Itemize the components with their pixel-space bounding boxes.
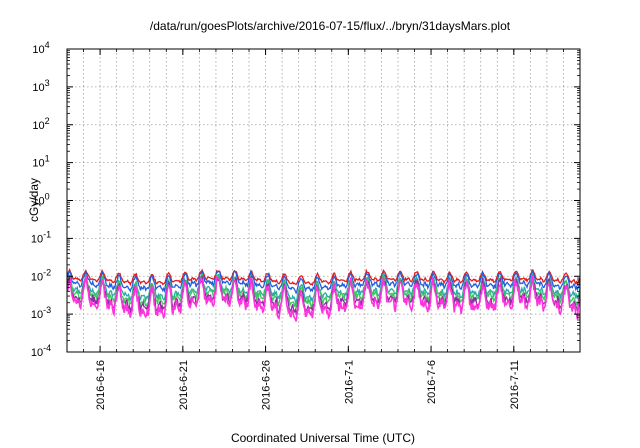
x-tick-label: 2016-6-16 [95, 360, 107, 410]
x-tick-label: 2016-7-6 [426, 360, 438, 404]
chart-title: /data/run/goesPlots/archive/2016-07-15/f… [150, 19, 511, 33]
y-tick-label: 101 [32, 154, 49, 170]
y-tick-label: 100 [32, 192, 49, 208]
x-axis-ticks: 2016-6-16 2016-6-21 2016-6-26 2016-7-1 2016-… [66, 49, 581, 410]
y-tick-label: 10-2 [31, 267, 51, 283]
y-tick-label: 103 [32, 78, 49, 94]
series-line [66, 275, 581, 322]
y-axis-ticks: 104 103 102 101 100 10-1 10-2 10-3 10-4 [31, 40, 580, 359]
y-tick-label: 104 [32, 40, 49, 56]
x-axis-label: Coordinated Universal Time (UTC) [231, 431, 415, 445]
x-tick-label: 2016-6-26 [261, 360, 273, 410]
series-line [66, 268, 581, 287]
x-tick-label: 2016-6-21 [178, 360, 190, 410]
y-tick-label: 10-4 [31, 343, 51, 359]
y-tick-label: 102 [32, 116, 49, 132]
y-tick-label: 10-3 [31, 305, 51, 321]
x-tick-label: 2016-7-1 [343, 360, 355, 404]
series-group [66, 268, 581, 322]
series-line [66, 273, 581, 309]
series-line [66, 269, 581, 295]
x-tick-label: 2016-7-11 [509, 360, 521, 409]
y-axis-label: cGy/day [27, 178, 41, 222]
y-tick-label: 10-1 [31, 229, 51, 245]
